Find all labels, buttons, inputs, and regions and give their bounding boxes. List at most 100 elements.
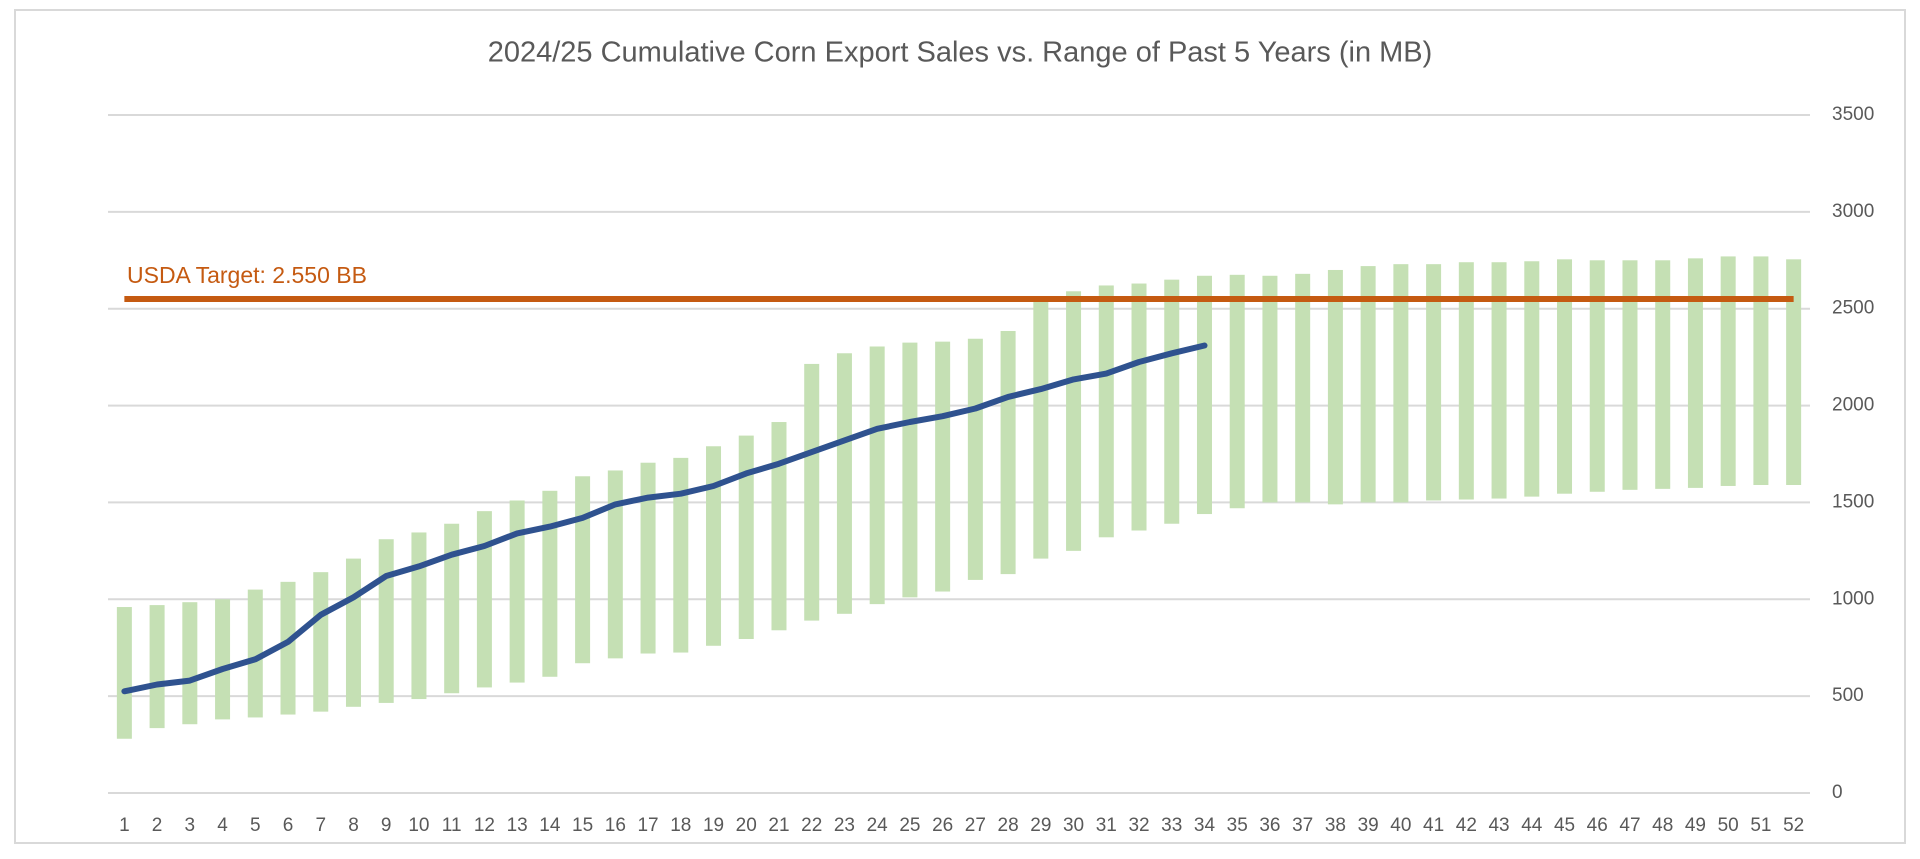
range-bar (673, 457, 689, 653)
range-bar (1655, 260, 1671, 489)
range-bar (215, 599, 231, 720)
x-tick-label: 42 (1456, 815, 1477, 836)
x-tick-label: 34 (1194, 815, 1216, 836)
x-tick-label: 16 (605, 815, 626, 836)
range-bar (247, 589, 263, 718)
x-tick-label: 9 (381, 815, 392, 836)
x-tick-label: 41 (1423, 815, 1444, 836)
range-bar (1295, 273, 1311, 503)
range-bar (1066, 291, 1082, 551)
x-tick-label: 1 (119, 815, 130, 836)
range-bar (1000, 330, 1016, 575)
range-bar (706, 446, 722, 646)
y-tick-label: 1000 (1832, 588, 1874, 609)
range-bar (1426, 264, 1442, 501)
x-tick-label: 19 (703, 815, 724, 836)
range-bar (869, 346, 885, 605)
range-bar (1720, 256, 1736, 486)
range-bar (1262, 275, 1278, 503)
range-bar (411, 532, 427, 700)
x-tick-label: 49 (1685, 815, 1706, 836)
x-tick-label: 36 (1259, 815, 1280, 836)
range-bar (738, 435, 754, 639)
range-bar (378, 539, 394, 703)
y-tick-label: 0 (1832, 782, 1843, 803)
y-tick-label: 3500 (1832, 104, 1874, 125)
x-tick-label: 8 (348, 815, 359, 836)
x-tick-label: 26 (932, 815, 953, 836)
x-tick-label: 47 (1619, 815, 1640, 836)
x-tick-label: 5 (250, 815, 261, 836)
range-bar (542, 490, 558, 677)
range-bar (1786, 259, 1802, 485)
range-bar (575, 476, 591, 664)
x-tick-label: 6 (283, 815, 294, 836)
chart-title: 2024/25 Cumulative Corn Export Sales vs.… (488, 37, 1433, 69)
x-tick-label: 37 (1292, 815, 1313, 836)
range-bar (804, 363, 820, 621)
range-bar (509, 500, 525, 683)
x-tick-label: 14 (539, 815, 561, 836)
range-bar (1033, 299, 1049, 559)
x-tick-label: 31 (1096, 815, 1117, 836)
x-tick-label: 17 (637, 815, 658, 836)
range-bar (1753, 256, 1769, 485)
range-bar (1557, 259, 1573, 494)
range-bar (1622, 260, 1638, 490)
y-tick-label: 1500 (1832, 491, 1874, 512)
x-tick-label: 45 (1554, 815, 1575, 836)
x-tick-label: 43 (1488, 815, 1509, 836)
target-label: USDA Target: 2.550 BB (127, 262, 367, 288)
x-tick-label: 46 (1587, 815, 1608, 836)
chart-frame (14, 9, 1906, 844)
y-tick-label: 3000 (1832, 201, 1874, 222)
x-tick-label: 23 (834, 815, 855, 836)
x-tick-label: 13 (507, 815, 528, 836)
range-bar (1098, 285, 1114, 538)
x-tick-label: 10 (408, 815, 429, 836)
y-tick-label: 2000 (1832, 395, 1874, 416)
x-tick-label: 50 (1718, 815, 1739, 836)
x-tick-label: 7 (315, 815, 326, 836)
range-bar (1491, 262, 1507, 499)
x-tick-label: 25 (899, 815, 920, 836)
range-bar (1164, 279, 1180, 524)
y-tick-label: 500 (1832, 685, 1864, 706)
range-bar (836, 353, 852, 614)
range-bar (1524, 261, 1540, 497)
range-bar (1229, 274, 1245, 509)
x-tick-label: 2 (152, 815, 163, 836)
x-tick-label: 27 (965, 815, 986, 836)
range-bar (640, 462, 656, 654)
range-bar (1393, 264, 1409, 503)
x-tick-label: 12 (474, 815, 495, 836)
range-bar (902, 342, 918, 598)
range-bar (182, 602, 198, 725)
x-tick-label: 51 (1750, 815, 1771, 836)
range-bar (313, 572, 329, 712)
range-bar (935, 341, 951, 592)
range-bar (967, 338, 983, 580)
x-tick-label: 35 (1227, 815, 1248, 836)
x-tick-label: 28 (998, 815, 1019, 836)
x-tick-label: 18 (670, 815, 691, 836)
x-tick-label: 21 (768, 815, 789, 836)
x-tick-label: 32 (1128, 815, 1149, 836)
x-tick-label: 44 (1521, 815, 1543, 836)
x-tick-label: 39 (1358, 815, 1379, 836)
range-bar (1687, 258, 1703, 488)
x-tick-label: 48 (1652, 815, 1673, 836)
y-tick-label: 2500 (1832, 298, 1874, 319)
x-tick-label: 30 (1063, 815, 1084, 836)
range-bar (1458, 262, 1474, 500)
x-tick-label: 52 (1783, 815, 1804, 836)
range-bar (280, 581, 296, 715)
x-tick-label: 24 (867, 815, 889, 836)
x-tick-label: 20 (736, 815, 757, 836)
range-bar (1327, 269, 1343, 505)
range-bar (771, 422, 787, 631)
range-bar (1589, 260, 1605, 492)
x-tick-label: 15 (572, 815, 593, 836)
x-tick-label: 29 (1030, 815, 1051, 836)
